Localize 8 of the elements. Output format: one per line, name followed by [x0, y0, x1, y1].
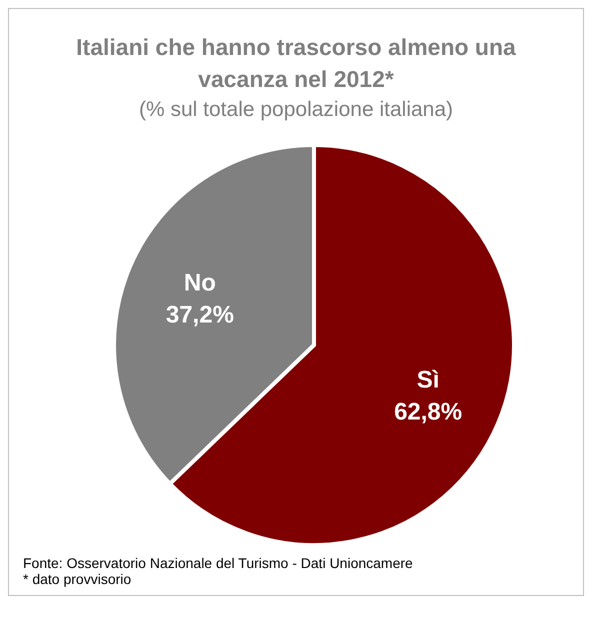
- data-label: 37,2%: [166, 301, 234, 328]
- text: * dato provvisorio: [23, 571, 132, 587]
- source-note: Fonte: Osservatorio Nazionale del Turismo - Dati Unioncamere: [23, 555, 414, 571]
- slice-label: Sì: [416, 366, 440, 394]
- slice-label: No: [184, 269, 216, 296]
- data-label: 62,8%: [394, 398, 462, 426]
- chart-subtitle: (% sul totale popolazione italiana): [138, 97, 454, 123]
- chart-title: Italiani che hanno trascorso almeno una vacanza nel 2012*: [75, 33, 517, 94]
